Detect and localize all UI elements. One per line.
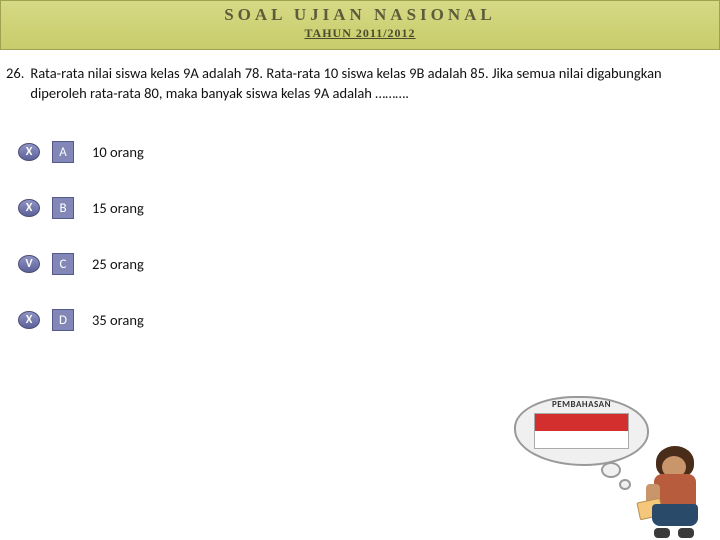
flag-icon <box>534 413 629 449</box>
option-letter[interactable]: D <box>52 309 74 331</box>
option-letter[interactable]: B <box>52 197 74 219</box>
student-illustration <box>636 446 714 538</box>
options-list: X A 10 orang X B 15 orang V C 25 orang X… <box>18 141 720 331</box>
page-subtitle: TAHUN 2011/2012 <box>1 26 719 41</box>
result-mark[interactable]: X <box>18 143 40 161</box>
thought-label: PEMBAHASAN <box>534 399 629 410</box>
thought-bubble[interactable]: PEMBAHASAN <box>514 396 649 466</box>
result-mark[interactable]: X <box>18 199 40 217</box>
option-text: 15 orang <box>92 199 144 217</box>
question-block: 26. Rata-rata nilai siswa kelas 9A adala… <box>0 50 720 103</box>
question-text: Rata-rata nilai siswa kelas 9A adalah 78… <box>30 64 712 103</box>
option-row: X B 15 orang <box>18 197 720 219</box>
result-mark[interactable]: V <box>18 255 40 273</box>
shoe-shape <box>654 528 670 538</box>
illustration-area: PEMBAHASAN <box>514 388 714 538</box>
header-banner: SOAL UJIAN NASIONAL TAHUN 2011/2012 <box>0 0 720 50</box>
option-text: 35 orang <box>92 311 144 329</box>
option-letter[interactable]: C <box>52 253 74 275</box>
option-text: 10 orang <box>92 143 144 161</box>
result-mark[interactable]: X <box>18 311 40 329</box>
page-title: SOAL UJIAN NASIONAL <box>1 5 719 25</box>
legs-shape <box>652 504 698 526</box>
option-letter[interactable]: A <box>52 141 74 163</box>
shoe-shape <box>678 528 694 538</box>
option-row: X A 10 orang <box>18 141 720 163</box>
question-number: 26. <box>6 64 24 103</box>
option-row: V C 25 orang <box>18 253 720 275</box>
option-text: 25 orang <box>92 255 144 273</box>
option-row: X D 35 orang <box>18 309 720 331</box>
